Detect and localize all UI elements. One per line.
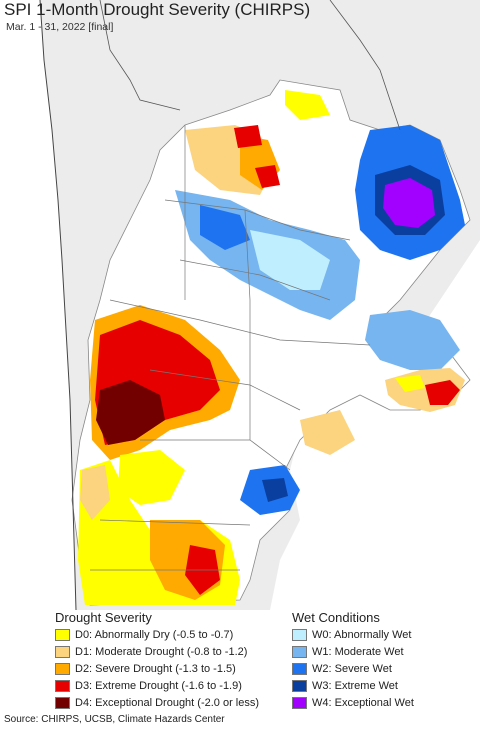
drought-north-extreme-a	[234, 125, 262, 148]
legend-item-d1: D1: Moderate Drought (-0.8 to -1.2)	[55, 643, 247, 660]
drought-central-west-exceptional	[96, 380, 165, 445]
legend-label-w4: W4: Exceptional Wet	[312, 696, 414, 709]
drought-uruguay-dry	[395, 375, 425, 392]
legend-item-d4: D4: Exceptional Drought (-2.0 or less)	[55, 694, 259, 711]
legend-swatch-w1	[292, 645, 307, 658]
legend-swatch-w4	[292, 696, 307, 709]
legend-item-w0: W0: Abnormally Wet	[292, 626, 411, 643]
legend-swatch-w3	[292, 679, 307, 692]
brazil-border	[329, 0, 401, 131]
legend-swatch-d0	[55, 628, 70, 641]
legend-label-w3: W3: Extreme Wet	[312, 679, 398, 692]
legend-swatch-d3	[55, 679, 70, 692]
legend-label-w1: W1: Moderate Wet	[312, 645, 404, 658]
legend-swatch-d2	[55, 662, 70, 675]
legend-label-d4: D4: Exceptional Drought (-2.0 or less)	[75, 696, 260, 709]
drought-patagonia-moderate	[80, 465, 110, 520]
pacific-ocean	[0, 0, 76, 610]
wet-region-southeast	[365, 310, 460, 370]
legend-label-d0: D0: Abnormally Dry (-0.5 to -0.7)	[75, 628, 234, 641]
chile-coastline	[39, 0, 77, 610]
drought-north-dry	[285, 90, 330, 120]
wet-region-northeast-exceptional	[383, 178, 435, 228]
legend-swatch-w2	[292, 662, 307, 675]
wet-region-central-severe	[200, 205, 250, 250]
legend-wet-heading: Wet Conditions	[292, 610, 380, 625]
legend-item-w1: W1: Moderate Wet	[292, 643, 404, 660]
legend-item-d2: D2: Severe Drought (-1.3 to -1.5)	[55, 660, 236, 677]
drought-central-dry	[118, 450, 185, 505]
drought-east	[300, 410, 355, 455]
wet-region-central-light	[250, 230, 330, 290]
legend-label-d1: D1: Moderate Drought (-0.8 to -1.2)	[75, 645, 248, 658]
map-subtitle: Mar. 1 - 31, 2022 [final]	[6, 21, 114, 33]
legend-label-d3: D3: Extreme Drought (-1.6 to -1.9)	[75, 679, 242, 692]
legend-swatch-d4	[55, 696, 70, 709]
legend-label-w2: W2: Severe Wet	[312, 662, 392, 675]
admin-boundaries	[90, 125, 371, 571]
source-credit: Source: CHIRPS, UCSB, Climate Hazards Ce…	[4, 714, 225, 725]
drought-uruguay-extreme	[425, 380, 460, 405]
legend-item-w3: W3: Extreme Wet	[292, 677, 398, 694]
wet-buenos-aires-extreme	[262, 478, 288, 502]
legend-swatch-d1	[55, 645, 70, 658]
legend-label-d2: D2: Severe Drought (-1.3 to -1.5)	[75, 662, 236, 675]
legend-swatch-w0	[292, 628, 307, 641]
peru-border	[99, 0, 181, 111]
legend-item-d3: D3: Extreme Drought (-1.6 to -1.9)	[55, 677, 242, 694]
drought-map	[0, 0, 480, 610]
legend-label-w0: W0: Abnormally Wet	[312, 628, 412, 641]
legend-item-d0: D0: Abnormally Dry (-0.5 to -0.7)	[55, 626, 233, 643]
map-title: SPI 1-Month Drought Severity (CHIRPS)	[4, 0, 311, 19]
drought-north-extreme-b	[255, 165, 280, 188]
legend-item-w4: W4: Exceptional Wet	[292, 694, 414, 711]
legend: Drought Severity Wet Conditions D0: Abno…	[0, 610, 480, 710]
legend-drought-heading: Drought Severity	[55, 610, 152, 625]
legend-item-w2: W2: Severe Wet	[292, 660, 392, 677]
